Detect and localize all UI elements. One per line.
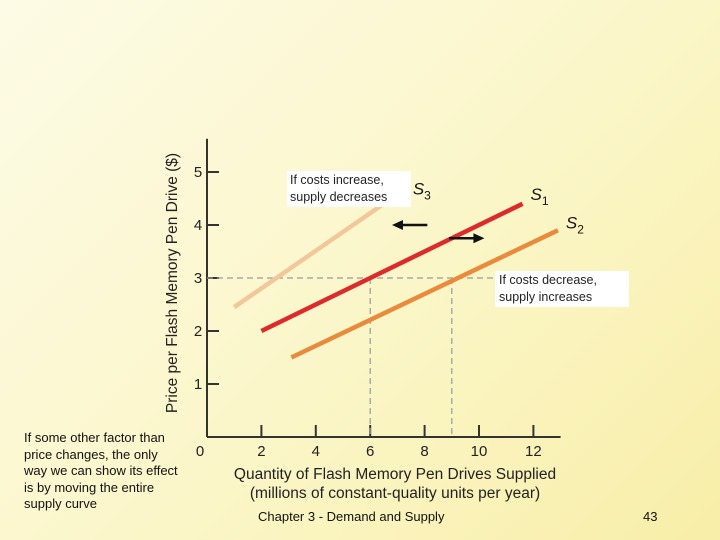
y-axis-label: Price per Flash Memory Pen Drive ($) (164, 153, 181, 413)
x-tick-label-2: 2 (257, 443, 265, 460)
shift-arrow-head-right (473, 233, 485, 244)
x-tick-label-10: 10 (471, 443, 488, 460)
y-tick-label-3: 3 (194, 270, 202, 287)
y-tick-label-4: 4 (194, 217, 202, 234)
x-tick-label-12: 12 (525, 443, 542, 460)
supply-label-s2: S2 (566, 213, 584, 236)
y-tick-label-5: 5 (194, 164, 202, 181)
footer-chapter-title: Chapter 3 - Demand and Supply (258, 509, 445, 524)
x-axis-label-line1: Quantity of Flash Memory Pen Drives Supp… (234, 466, 556, 483)
x-tick-label-4: 4 (312, 443, 320, 460)
footer-page-number: 43 (643, 509, 658, 524)
y-tick-label-1: 1 (194, 376, 202, 393)
x-tick-label-8: 8 (420, 443, 428, 460)
supply-label-s1: S1 (531, 185, 549, 208)
supply-curve-s2 (290, 228, 559, 360)
supply-curve-s1 (260, 201, 524, 334)
annotation-costs-increase: If costs increase, supply decreases (287, 171, 411, 207)
shift-arrow-head-left (391, 220, 403, 230)
x-axis-label-line2: (millions of constant-quality units per … (250, 485, 540, 502)
supply-label-s3: S3 (413, 180, 431, 203)
y-tick-label-2: 2 (194, 323, 202, 340)
annotation-other-factor: If some other factor than price changes,… (24, 430, 178, 511)
annotation-costs-decrease: If costs decrease, supply increases (495, 271, 629, 307)
origin-label: 0 (196, 443, 204, 460)
x-tick-label-6: 6 (366, 443, 374, 460)
supply-curve-s3 (232, 188, 405, 310)
